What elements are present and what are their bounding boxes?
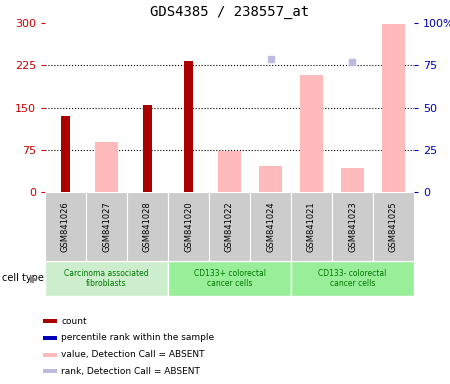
Text: CD133- colorectal
cancer cells: CD133- colorectal cancer cells [318,269,387,288]
Bar [332,192,373,261]
Title: GDS4385 / 238557_at: GDS4385 / 238557_at [150,5,309,19]
Bar [168,192,209,261]
Text: GSM841022: GSM841022 [225,201,234,252]
Bar [291,192,332,261]
Bar [209,192,250,261]
Text: GSM841025: GSM841025 [389,201,398,252]
Bar [143,105,152,192]
Text: GSM841020: GSM841020 [184,201,193,252]
Text: rank, Detection Call = ABSENT: rank, Detection Call = ABSENT [61,367,200,376]
Bar [43,353,57,357]
Bar [43,319,57,323]
Text: GSM841027: GSM841027 [102,201,111,252]
Text: value, Detection Call = ABSENT: value, Detection Call = ABSENT [61,350,205,359]
Bar [341,168,364,192]
Text: count: count [61,317,87,326]
Bar [127,192,168,261]
Text: GSM841026: GSM841026 [61,201,70,252]
Text: percentile rank within the sample: percentile rank within the sample [61,333,214,343]
Text: cell type: cell type [2,273,44,283]
Bar [373,192,414,261]
Text: GSM841023: GSM841023 [348,201,357,252]
Bar [45,192,86,261]
Bar [184,61,193,192]
Bar [291,261,414,296]
Bar [95,142,118,192]
Text: Carcinoma associated
fibroblasts: Carcinoma associated fibroblasts [64,269,149,288]
Text: CD133+ colorectal
cancer cells: CD133+ colorectal cancer cells [194,269,266,288]
Bar [61,116,70,192]
Text: ▶: ▶ [30,273,37,283]
Bar [300,75,323,192]
Bar [168,261,291,296]
Bar [250,192,291,261]
Bar [43,369,57,373]
Bar [218,151,241,192]
Text: GSM841024: GSM841024 [266,201,275,252]
Bar [43,336,57,340]
Bar [45,261,168,296]
Text: GSM841021: GSM841021 [307,201,316,252]
Text: GSM841028: GSM841028 [143,201,152,252]
Bar [382,24,405,192]
Bar [259,166,282,192]
Bar [86,192,127,261]
